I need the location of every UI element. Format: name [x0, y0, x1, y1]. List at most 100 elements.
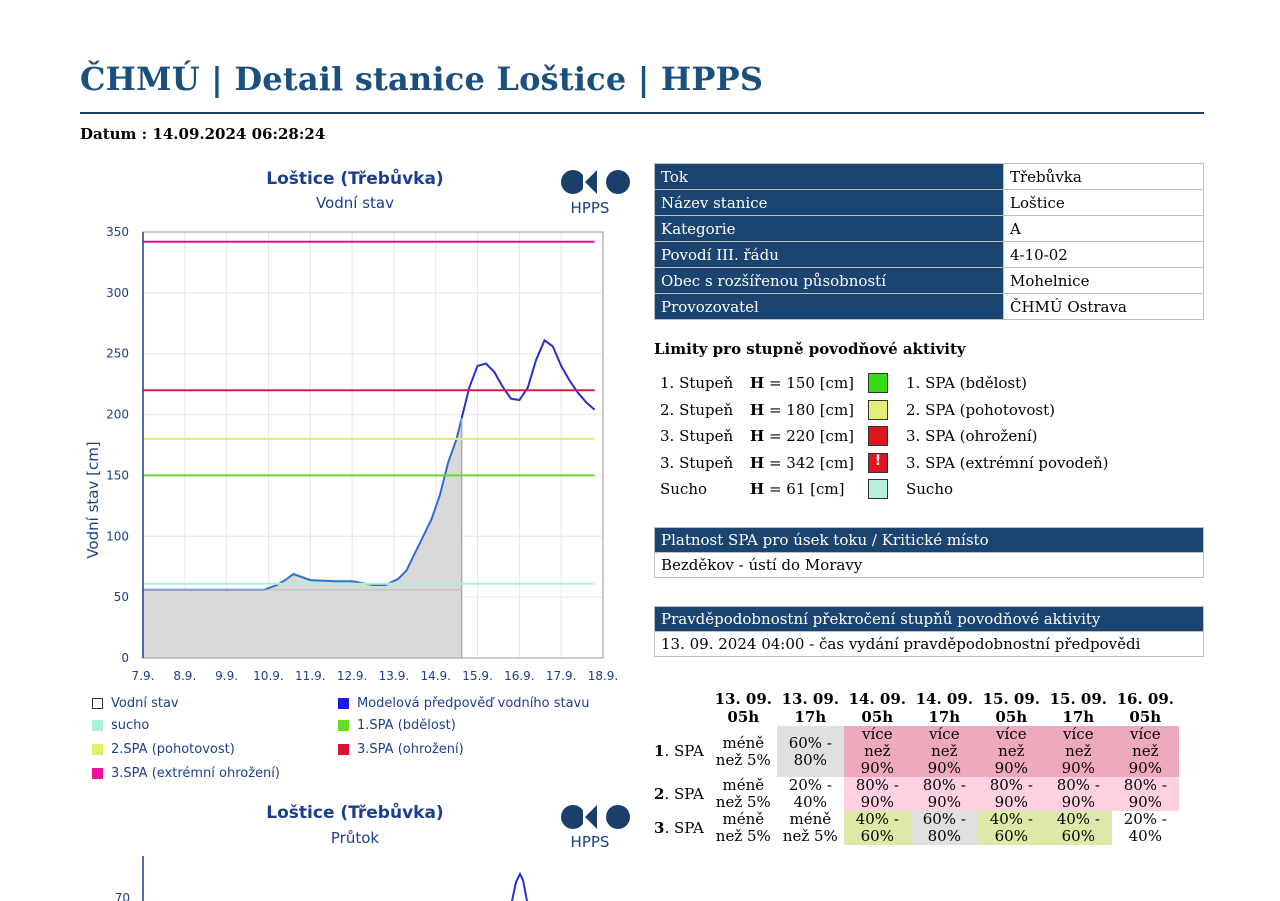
station-info-key: Kategorie [654, 215, 1004, 242]
station-info-value: Loštice [1003, 189, 1204, 216]
prob-cell-line: více [1130, 725, 1161, 743]
limit-label: Sucho [906, 480, 954, 499]
y-axis-label: Vodní stav [cm] [84, 441, 102, 558]
prob-row-label: 3. SPA [652, 811, 710, 845]
legend-label: 1.SPA (bdělost) [357, 718, 456, 733]
limit-value: H = 150 [cm] [750, 374, 868, 392]
legend-item-sucho: sucho [92, 718, 149, 733]
discharge-chart: Loštice (Třebůvka) Průtok HPPS 70 [80, 798, 640, 901]
prob-row-num: 2 [654, 784, 665, 803]
prob-cell-line: 80% [793, 750, 827, 769]
prob-column-header: 13. 09. 05h [710, 684, 777, 726]
prob-cell-line: 60% [1061, 827, 1095, 845]
series-line-forecast [460, 338, 596, 419]
prob-row: 2. SPA méně než 5% 20% -40% 80% -90% 80% -90%… [652, 777, 1179, 811]
limit-value: H = 61 [cm] [750, 480, 868, 498]
legend-label: 3.SPA (ohrožení) [357, 742, 464, 757]
prob-cell-line: 20% - [1123, 810, 1167, 828]
probability-section-table: Pravděpodobnostní překročení stupňů povo… [654, 606, 1204, 657]
x-tick-label: 8.9. [173, 669, 196, 683]
prob-cell: méně než 5% [709, 810, 777, 845]
water-level-chart-svg: Loštice (Třebůvka) Vodní stav HPPS Vodní… [84, 167, 630, 683]
limit-row: 2. Stupeň H = 180 [cm] 2. SPA (pohotovost) [660, 397, 1109, 424]
datum-timestamp: Datum : 14.09.2024 06:28:24 [80, 125, 326, 143]
prob-row-suffix: . SPA [664, 742, 704, 760]
prob-cell: 20% -40% [1111, 810, 1179, 845]
legend-label: sucho [111, 718, 150, 733]
legend-item-model-forecast: Modelová předpověď vodního stavu [338, 696, 589, 711]
limit-color: ! [868, 452, 898, 473]
limit-value-text: = 220 [cm] [768, 427, 855, 446]
limit-h-symbol: H [750, 427, 765, 446]
prob-cell: 60% -80% [776, 726, 844, 777]
prob-cell-line: 40% - [855, 810, 899, 828]
station-info-value: Mohelnice [1003, 267, 1204, 294]
limit-stage: 2. Stupeň [660, 400, 734, 419]
probability-table: 13. 09. 05h 13. 09. 17h 14. 09. 05h 14. 09. 17h… [652, 684, 1179, 845]
station-info-key: Povodí III. řádu [654, 241, 1004, 268]
limit-stage: 3. Stupeň [660, 427, 734, 446]
prob-col-date: 16. 09. [1116, 690, 1175, 708]
prob-cell-line: než 5% [782, 827, 838, 845]
prob-row-label: 2. SPA [652, 777, 710, 811]
prob-cell: více než 90% [977, 726, 1045, 777]
prob-col-date: 15. 09. [982, 690, 1041, 708]
prob-cell-line: 90% [860, 759, 894, 777]
station-info-value: 4-10-02 [1003, 241, 1204, 268]
prob-cell-line: než 5% [715, 750, 771, 769]
x-tick-labels: 7.9. 8.9. 9.9. 10.9. 11.9. 12.9. 13.9. 14.9. 15.… [132, 669, 619, 683]
station-info-row: Tok Třebůvka [654, 163, 1204, 190]
series-line-water-level [143, 417, 463, 591]
prob-cell-line: než [998, 742, 1025, 760]
prob-cell-line: 90% [860, 793, 894, 811]
limit-value: H = 342 [cm] [750, 454, 868, 472]
y-tick-label: 150 [106, 468, 129, 482]
legend-swatch [338, 744, 349, 755]
prob-row-num: 3 [654, 818, 665, 837]
chart-title: Loštice (Třebůvka) [266, 167, 443, 189]
x-tick-label: 11.9. [295, 669, 326, 683]
prob-cell-line: 20% - [788, 776, 832, 794]
prob-cell-line: 80% [927, 827, 961, 845]
prob-cell-line: 80% - [1056, 776, 1100, 794]
limit-row: 3. Stupeň H = 220 [cm] 3. SPA (ohrožení) [660, 423, 1109, 450]
prob-cell-line: 90% [1128, 793, 1162, 811]
prob-cell: 80% -90% [843, 777, 911, 811]
station-info-key: Tok [654, 163, 1004, 190]
hpps-logo-icon [561, 805, 630, 829]
prob-row-suffix: . SPA [664, 784, 704, 803]
prob-row: 1. SPA méně než 5% 60% -80% více než 90% více ne… [652, 726, 1179, 777]
prob-row: 3. SPA méně než 5% méně než 5% 40% -60% 60% -8… [652, 811, 1179, 845]
station-info-key: Obec s rozšířenou působností [654, 267, 1004, 294]
chart2-y-tick-label: 70 [115, 891, 130, 901]
limit-row: 3. Stupeň H = 342 [cm]! 3. SPA (extrémní p… [660, 450, 1109, 477]
station-info-value: Třebůvka [1003, 163, 1204, 190]
station-info-row: Název stanice Loštice [654, 189, 1204, 216]
prob-col-date: 13. 09. [781, 690, 840, 708]
series-area-water-level [143, 418, 462, 658]
prob-cell-line: 90% [1061, 759, 1095, 777]
legend-item-spa2: 2.SPA (pohotovost) [92, 742, 235, 757]
prob-cell: 80% -90% [910, 777, 978, 811]
prob-cell: méně než 5% [709, 726, 777, 777]
prob-cell-line: více [1063, 725, 1094, 743]
prob-cell-line: více [862, 725, 893, 743]
prob-col-hour: 05h [1129, 708, 1162, 726]
legend-swatch [92, 698, 103, 709]
y-tick-labels: 0 50 100 150 200 250 300 350 [106, 225, 129, 665]
prob-cell-line: méně [722, 810, 765, 828]
prob-cell-line: méně [722, 776, 765, 794]
prob-col-hour: 17h [1062, 708, 1095, 726]
prob-col-hour: 17h [794, 708, 827, 726]
station-info-key: Provozovatel [654, 293, 1004, 320]
chart2-logo-text: HPPS [571, 833, 610, 851]
prob-cell: více než 90% [843, 725, 911, 777]
prob-cell: 20% -40% [776, 776, 844, 811]
spa-section-header: Platnost SPA pro úsek toku / Kritické mí… [654, 527, 1204, 553]
x-tick-label: 13.9. [379, 669, 410, 683]
limit-color-swatch [868, 426, 888, 447]
prob-cell-line: 40% - [1056, 810, 1100, 828]
y-tick-label: 250 [106, 347, 129, 361]
prob-cell: 40% -60% [1044, 810, 1112, 845]
x-tick-label: 16.9. [504, 669, 535, 683]
